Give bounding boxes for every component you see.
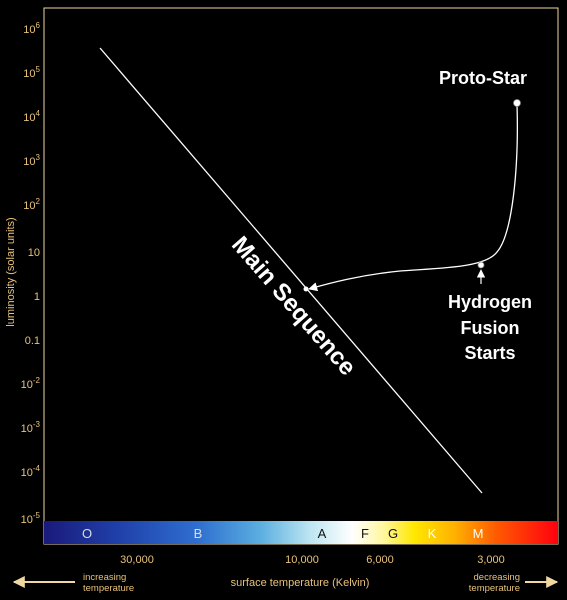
x-axis-ticks: 30,000 10,000 6,000 3,000 xyxy=(120,554,505,566)
x-tick: 10,000 xyxy=(285,554,319,566)
y-tick: 105 xyxy=(23,65,40,80)
spectral-class-letters: O B A F G K M xyxy=(82,526,483,541)
y-tick: 10-3 xyxy=(21,420,41,435)
hydrogen-label-line2: Fusion xyxy=(461,318,520,338)
spectral-class-bar xyxy=(44,521,558,544)
fusion-start-point xyxy=(477,261,485,269)
proto-star-track xyxy=(308,103,518,292)
y-tick: 10-2 xyxy=(21,376,41,391)
y-tick: 103 xyxy=(23,153,40,168)
y-tick: 10-5 xyxy=(21,511,41,526)
y-axis-label: luminosity (solar units) xyxy=(5,217,17,326)
spectral-class-m: M xyxy=(473,526,484,541)
spectral-class-f: F xyxy=(361,526,369,541)
spectral-class-g: G xyxy=(388,526,398,541)
decreasing-label-2: temperature xyxy=(469,583,520,594)
proto-star-point xyxy=(513,99,521,107)
main-sequence-point xyxy=(303,286,309,292)
proto-star-label: Proto-Star xyxy=(439,68,527,88)
x-axis-label: surface temperature (Kelvin) xyxy=(231,577,370,589)
x-tick: 30,000 xyxy=(120,554,154,566)
y-tick: 106 xyxy=(23,21,40,36)
x-tick: 3,000 xyxy=(477,554,505,566)
hydrogen-label-line1: Hydrogen xyxy=(448,292,532,312)
spectral-class-o: O xyxy=(82,526,92,541)
spectral-class-k: K xyxy=(428,526,437,541)
decreasing-label-1: decreasing xyxy=(474,572,520,583)
increasing-label-1: increasing xyxy=(83,572,126,583)
y-tick: 104 xyxy=(23,109,40,124)
y-tick: 10 xyxy=(28,247,40,259)
y-tick: 10-4 xyxy=(21,464,41,479)
y-tick: 1 xyxy=(34,291,40,303)
spectral-class-a: A xyxy=(318,526,327,541)
y-axis-ticks: 106 105 104 103 102 10 1 0.1 10-2 10-3 1… xyxy=(21,21,41,526)
plot-frame xyxy=(43,7,559,545)
spectral-class-b: B xyxy=(194,526,203,541)
hydrogen-label-line3: Starts xyxy=(464,343,515,363)
y-tick: 0.1 xyxy=(25,335,40,347)
x-tick: 6,000 xyxy=(366,554,394,566)
increasing-label-2: temperature xyxy=(83,583,134,594)
y-tick: 102 xyxy=(23,197,40,212)
main-sequence-line xyxy=(99,47,483,494)
